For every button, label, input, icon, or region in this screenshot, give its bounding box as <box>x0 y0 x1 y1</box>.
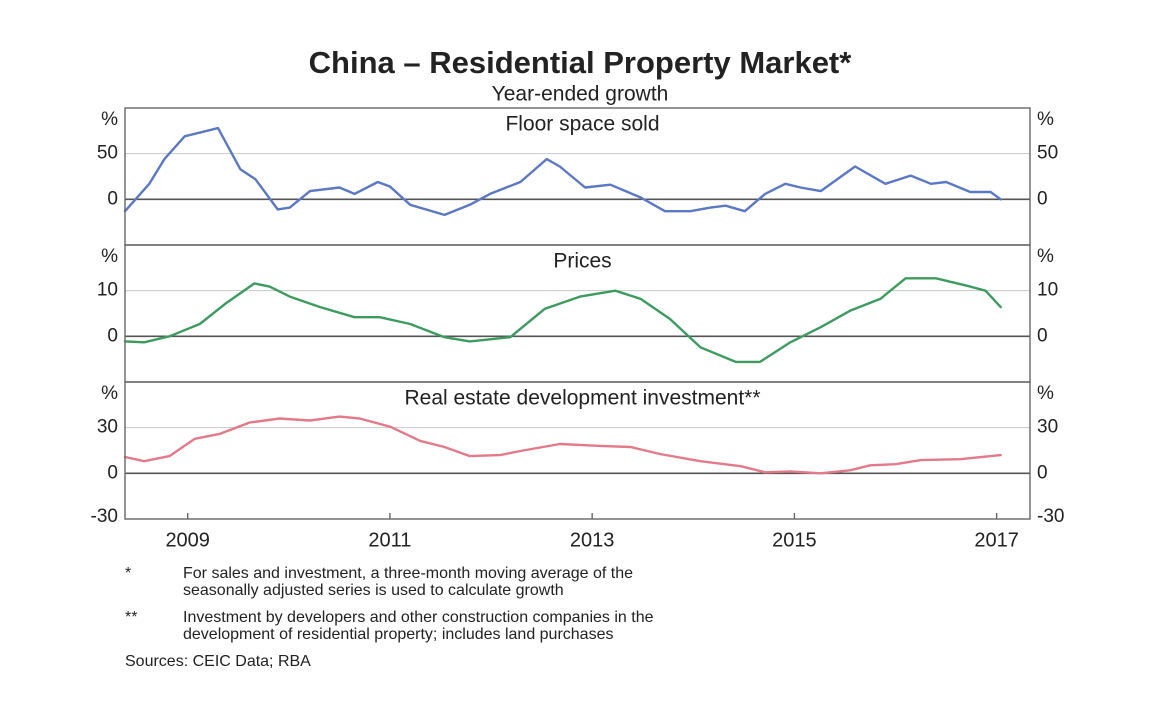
y-tick-label: 0 <box>107 325 118 346</box>
y-tick-label: 0 <box>107 462 118 483</box>
y2-tick-label: 10 <box>1037 280 1058 301</box>
x-tick-label: 2011 <box>368 529 411 551</box>
y-tick-label: 0 <box>107 188 118 209</box>
y2-unit: % <box>1037 109 1054 130</box>
y-tick-label: -30 <box>91 506 118 527</box>
y-tick-label: 10 <box>97 280 118 301</box>
note-text: seasonally adjusted series is used to ca… <box>183 582 564 599</box>
y2-tick-label: -30 <box>1037 506 1064 527</box>
y-unit: % <box>101 246 118 267</box>
y-tick-label: 30 <box>97 417 118 438</box>
x-tick-label: 2017 <box>974 529 1019 551</box>
note-text: For sales and investment, a three-month … <box>183 565 633 582</box>
y2-unit: % <box>1037 383 1054 404</box>
note-text: Investment by developers and other const… <box>183 609 654 626</box>
data-line <box>123 415 1002 475</box>
y2-tick-label: 0 <box>1037 188 1048 209</box>
chart-subtitle: Year-ended growth <box>492 83 669 106</box>
y2-tick-label: 0 <box>1037 462 1048 483</box>
x-tick-label: 2009 <box>165 529 210 551</box>
x-tick-label: 2015 <box>772 529 817 551</box>
y-tick-label: 50 <box>97 143 118 164</box>
panel-title: Floor space sold <box>505 113 659 136</box>
y2-tick-label: 30 <box>1037 417 1058 438</box>
y2-tick-label: 50 <box>1037 143 1058 164</box>
y2-tick-label: 0 <box>1037 325 1048 346</box>
source: Sources: CEIC Data; RBA <box>125 653 311 670</box>
note-text: development of residential property; inc… <box>183 626 613 643</box>
note-marker: * <box>125 565 131 582</box>
data-line <box>123 277 1002 364</box>
note-marker: ** <box>125 609 137 626</box>
panel-frame <box>124 381 1031 520</box>
y-unit: % <box>101 383 118 404</box>
y2-unit: % <box>1037 246 1054 267</box>
panel-title: Real estate development investment** <box>404 387 760 410</box>
chart-title: China – Residential Property Market* <box>309 45 853 80</box>
x-tick-label: 2013 <box>570 529 615 551</box>
data-line <box>123 126 1002 217</box>
y-unit: % <box>101 109 118 130</box>
panel-title: Prices <box>553 250 611 273</box>
